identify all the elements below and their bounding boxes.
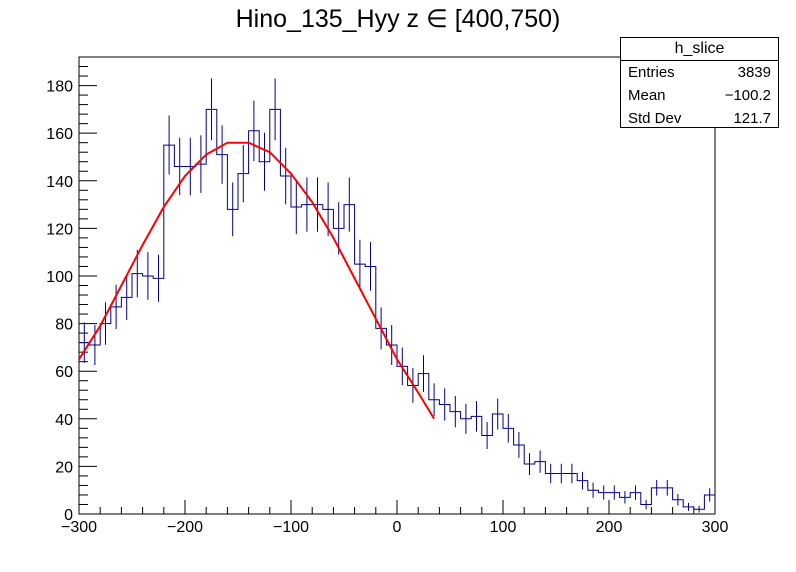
x-tick-label: −300 (61, 519, 97, 536)
x-tick-label: 100 (490, 519, 517, 536)
y-tick-label: 140 (46, 174, 73, 191)
stats-row-stddev: Std Dev 121.7 (621, 107, 778, 130)
stats-row-entries: Entries 3839 (621, 61, 778, 84)
stats-name: h_slice (621, 38, 778, 61)
y-tick-label: 80 (55, 317, 73, 334)
y-tick-label: 40 (55, 412, 73, 429)
stats-value: 3839 (737, 64, 771, 81)
stats-label: Std Dev (628, 110, 682, 127)
stats-label: Mean (628, 87, 666, 104)
fit-series (78, 141, 435, 420)
y-tick-label: 180 (46, 79, 73, 96)
y-tick-labels: 0 20 40 60 80 100 120 140 160 180 (46, 79, 73, 524)
y-tick-label: 0 (64, 507, 73, 524)
y-tick-label: 120 (46, 221, 73, 238)
histogram-series (79, 78, 715, 513)
stats-value: 121.7 (733, 110, 771, 127)
fit-curve (78, 141, 435, 420)
x-tick-label: −200 (167, 519, 203, 536)
y-tick-label: 100 (46, 269, 73, 286)
stats-row-mean: Mean −100.2 (621, 84, 778, 107)
y-tick-label: 60 (55, 364, 73, 381)
x-tick-label: 200 (596, 519, 623, 536)
x-tick-label: 0 (393, 519, 402, 536)
y-tick-label: 160 (46, 126, 73, 143)
stats-value: −100.2 (724, 87, 771, 104)
chart-title: Hino_135_Hyy z ∈ [400,750) (235, 5, 561, 33)
histogram-steps (79, 108, 715, 510)
stats-box: h_slice Entries 3839 Mean −100.2 Std Dev… (620, 37, 779, 128)
stats-label: Entries (628, 64, 675, 81)
x-tick-labels: −300 −200 −100 0 100 200 300 (61, 519, 728, 536)
x-tick-label: 300 (702, 519, 729, 536)
x-tick-label: −100 (273, 519, 309, 536)
y-tick-label: 20 (55, 459, 73, 476)
